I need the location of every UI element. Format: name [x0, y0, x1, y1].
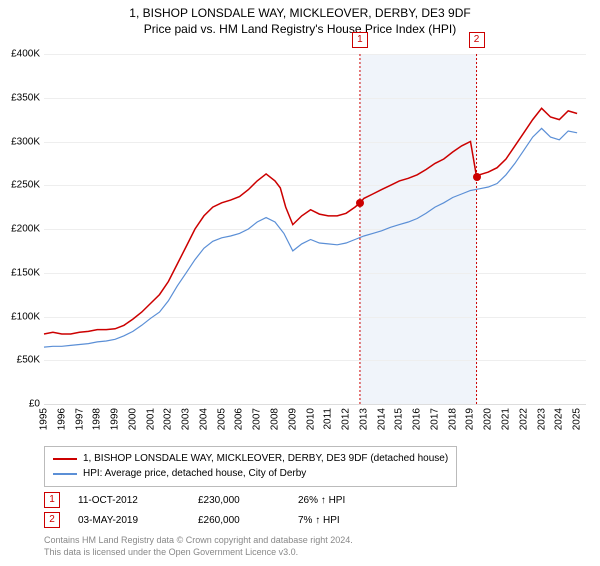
y-axis-label: £50K — [0, 355, 40, 366]
x-axis-label: 2013 — [358, 408, 369, 430]
y-axis-label: £200K — [0, 224, 40, 235]
x-axis-label: 2017 — [429, 408, 440, 430]
x-axis-label: 2010 — [305, 408, 316, 430]
legend-label: 1, BISHOP LONSDALE WAY, MICKLEOVER, DERB… — [83, 452, 448, 466]
x-axis-label: 1995 — [39, 408, 50, 430]
legend-label: HPI: Average price, detached house, City… — [83, 467, 306, 481]
x-axis-label: 2006 — [234, 408, 245, 430]
x-axis-label: 2016 — [412, 408, 423, 430]
y-axis-label: £100K — [0, 311, 40, 322]
x-axis-label: 2022 — [518, 408, 529, 430]
x-axis-label: 2014 — [376, 408, 387, 430]
footnote-line-1: Contains HM Land Registry data © Crown c… — [44, 535, 353, 545]
legend-item: 1, BISHOP LONSDALE WAY, MICKLEOVER, DERB… — [53, 452, 448, 466]
sale-row: 2 03-MAY-2019£260,0007% ↑ HPI — [44, 512, 586, 528]
chart-container: 1, BISHOP LONSDALE WAY, MICKLEOVER, DERB… — [0, 6, 600, 566]
x-axis-label: 1996 — [56, 408, 67, 430]
x-axis-label: 2021 — [501, 408, 512, 430]
chart-footnote: Contains HM Land Registry data © Crown c… — [44, 534, 586, 558]
x-axis-label: 1998 — [92, 408, 103, 430]
x-axis-label: 2018 — [447, 408, 458, 430]
chart-title: 1, BISHOP LONSDALE WAY, MICKLEOVER, DERB… — [0, 6, 600, 20]
sale-date: 03-MAY-2019 — [78, 515, 198, 526]
y-axis-label: £0 — [0, 399, 40, 410]
series-hpi — [44, 128, 577, 347]
legend-swatch — [53, 473, 77, 475]
x-axis-label: 2023 — [536, 408, 547, 430]
sale-delta: 7% ↑ HPI — [298, 515, 586, 526]
marker-label-box: 2 — [469, 32, 485, 48]
x-axis-label: 2002 — [163, 408, 174, 430]
sale-price: £260,000 — [198, 515, 298, 526]
y-axis-label: £150K — [0, 267, 40, 278]
chart-subtitle: Price paid vs. HM Land Registry's House … — [0, 22, 600, 36]
y-axis-label: £400K — [0, 49, 40, 60]
x-axis-label: 2015 — [394, 408, 405, 430]
x-axis-label: 2019 — [465, 408, 476, 430]
x-axis-label: 2003 — [181, 408, 192, 430]
gridline — [44, 404, 586, 405]
x-axis-label: 2007 — [252, 408, 263, 430]
x-axis-label: 2020 — [483, 408, 494, 430]
chart-legend: 1, BISHOP LONSDALE WAY, MICKLEOVER, DERB… — [44, 446, 457, 487]
sale-date: 11-OCT-2012 — [78, 495, 198, 506]
sale-table: 1 11-OCT-2012£230,00026% ↑ HPI 2 03-MAY-201… — [44, 488, 586, 532]
x-axis-label: 2025 — [572, 408, 583, 430]
legend-item: HPI: Average price, detached house, City… — [53, 467, 448, 481]
sale-marker-box: 1 — [44, 492, 60, 508]
x-axis-label: 2005 — [216, 408, 227, 430]
x-axis-label: 2024 — [554, 408, 565, 430]
x-axis-label: 2008 — [270, 408, 281, 430]
sale-price: £230,000 — [198, 495, 298, 506]
x-axis-label: 2001 — [145, 408, 156, 430]
x-axis-label: 2004 — [198, 408, 209, 430]
y-axis-label: £250K — [0, 180, 40, 191]
footnote-line-2: This data is licensed under the Open Gov… — [44, 547, 298, 557]
x-axis-label: 2012 — [341, 408, 352, 430]
chart-svg — [44, 54, 586, 404]
x-axis-label: 2000 — [127, 408, 138, 430]
chart-plot-area: £0£50K£100K£150K£200K£250K£300K£350K£400… — [44, 54, 586, 404]
marker-dot — [473, 173, 481, 181]
sale-row: 1 11-OCT-2012£230,00026% ↑ HPI — [44, 492, 586, 508]
legend-swatch — [53, 458, 77, 460]
y-axis-label: £300K — [0, 136, 40, 147]
y-axis-label: £350K — [0, 92, 40, 103]
x-axis-label: 2009 — [287, 408, 298, 430]
sale-delta: 26% ↑ HPI — [298, 495, 586, 506]
marker-label-box: 1 — [352, 32, 368, 48]
marker-dot — [356, 199, 364, 207]
sale-marker-box: 2 — [44, 512, 60, 528]
x-axis-label: 1997 — [74, 408, 85, 430]
x-axis-label: 1999 — [110, 408, 121, 430]
x-axis-label: 2011 — [323, 408, 334, 430]
series-property — [44, 108, 577, 334]
